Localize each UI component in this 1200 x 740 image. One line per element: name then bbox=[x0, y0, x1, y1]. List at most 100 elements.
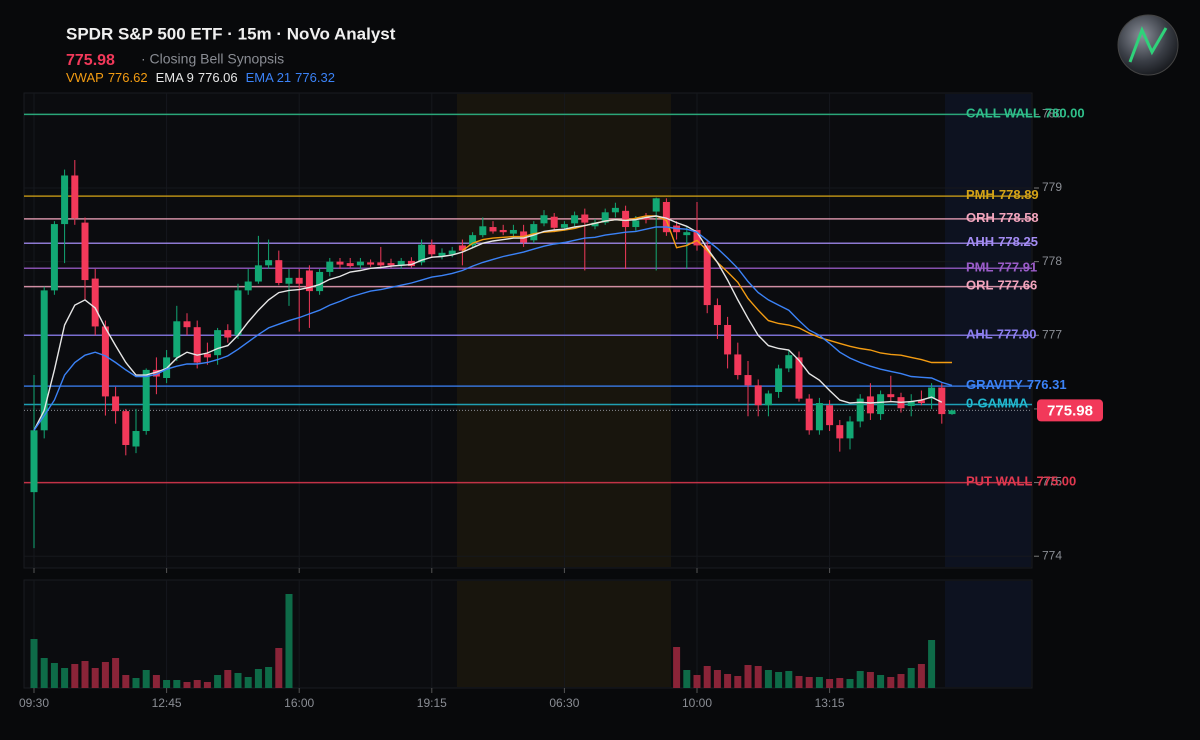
y-tick-label: 780 bbox=[1042, 107, 1062, 121]
legend-name: EMA 21 bbox=[246, 70, 292, 85]
candle-body bbox=[662, 201, 670, 233]
candle-body bbox=[346, 263, 354, 267]
volume-bar bbox=[173, 680, 181, 688]
candle-body bbox=[571, 215, 579, 224]
volume-bar bbox=[693, 675, 701, 688]
volume-bar bbox=[183, 682, 191, 688]
volume-bar bbox=[163, 680, 171, 688]
legend-value: 776.62 bbox=[108, 70, 148, 85]
candle-body bbox=[122, 411, 130, 446]
volume-bar bbox=[744, 665, 752, 688]
legend-name: EMA 9 bbox=[156, 70, 194, 85]
volume-bar bbox=[775, 672, 783, 688]
candle-body bbox=[550, 216, 558, 228]
candle-body bbox=[377, 262, 385, 266]
volume-bar bbox=[132, 678, 140, 688]
candle-body bbox=[866, 396, 874, 414]
candle-body bbox=[540, 215, 548, 224]
volume-bar bbox=[836, 678, 844, 688]
volume-bar bbox=[50, 663, 58, 688]
y-tick-label: 779 bbox=[1042, 180, 1062, 194]
candle-body bbox=[744, 375, 752, 386]
level-label: PML 777.91 bbox=[966, 260, 1037, 275]
volume-bar bbox=[244, 677, 252, 688]
candle-body bbox=[254, 265, 262, 282]
candle-body bbox=[805, 398, 813, 431]
volume-bar bbox=[887, 677, 895, 688]
candle-body bbox=[295, 277, 303, 284]
candle-body bbox=[356, 261, 364, 266]
level-label: ORH 778.58 bbox=[966, 210, 1039, 225]
volume-bar bbox=[71, 664, 79, 688]
candle-body bbox=[622, 210, 630, 228]
candle-body bbox=[142, 369, 150, 432]
volume-bar bbox=[856, 671, 864, 688]
candle-body bbox=[244, 281, 252, 291]
candle-body bbox=[152, 369, 160, 377]
x-tick-label: 06:30 bbox=[549, 696, 579, 710]
level-value: 778.25 bbox=[998, 235, 1038, 250]
level-name: PMH bbox=[966, 188, 995, 203]
indicator-line bbox=[33, 215, 943, 431]
volume-bar bbox=[275, 648, 283, 688]
candle-body bbox=[30, 430, 38, 493]
level-label: PMH 778.89 bbox=[966, 188, 1039, 203]
candle-body bbox=[887, 394, 895, 398]
legend-value: 776.06 bbox=[198, 70, 238, 85]
candle-body bbox=[458, 245, 466, 251]
volume-bar bbox=[877, 675, 885, 688]
candle-body bbox=[795, 357, 803, 399]
legend-item: VWAP 776.62 bbox=[66, 70, 148, 85]
candle-body bbox=[724, 324, 732, 355]
candle-body bbox=[775, 368, 783, 392]
indicator-line bbox=[33, 226, 953, 431]
candle-body bbox=[836, 425, 844, 439]
candle-body bbox=[367, 262, 375, 265]
candle-body bbox=[581, 214, 589, 223]
candle-body bbox=[713, 305, 721, 325]
volume-bar bbox=[61, 668, 69, 688]
volume-bar bbox=[897, 674, 905, 688]
candle-body bbox=[856, 398, 864, 422]
y-tick-label: 777 bbox=[1042, 327, 1062, 341]
candle-body bbox=[81, 222, 89, 281]
level-label: ORL 777.66 bbox=[966, 278, 1037, 293]
candle-body bbox=[693, 229, 701, 246]
volume-bar bbox=[142, 670, 150, 688]
volume-bar bbox=[81, 661, 89, 688]
volume-bar bbox=[254, 669, 262, 688]
volume-bar bbox=[122, 675, 130, 688]
candle-body bbox=[224, 330, 232, 338]
candle-body bbox=[61, 175, 69, 225]
candle-body bbox=[877, 394, 885, 415]
level-name: GRAVITY bbox=[966, 378, 1023, 393]
level-name: AHH bbox=[966, 235, 994, 250]
legend-value: 776.32 bbox=[295, 70, 335, 85]
candle-body bbox=[71, 175, 79, 219]
level-name: CALL WALL bbox=[966, 106, 1041, 121]
candle-body bbox=[642, 217, 650, 220]
plot: 77477577677777877978009:3012:4516:0019:1… bbox=[19, 93, 1103, 710]
volume-bar bbox=[40, 658, 48, 688]
candle-body bbox=[530, 224, 538, 241]
level-value: 777.66 bbox=[997, 278, 1037, 293]
candle-body bbox=[285, 277, 293, 284]
x-tick-label: 16:00 bbox=[284, 696, 314, 710]
volume-bar bbox=[214, 675, 222, 688]
volume-bar bbox=[928, 640, 936, 688]
candle-body bbox=[91, 278, 99, 327]
volume-bar bbox=[734, 676, 742, 688]
volume-bar bbox=[101, 662, 109, 688]
candle-body bbox=[917, 400, 925, 404]
last-price: 775.98 bbox=[66, 52, 115, 69]
candle-body bbox=[428, 244, 436, 255]
level-name: PML bbox=[966, 260, 994, 275]
candle-body bbox=[193, 327, 201, 363]
candle-body bbox=[652, 198, 660, 212]
candle-body bbox=[754, 385, 762, 406]
candle-body bbox=[387, 263, 395, 266]
candle-body bbox=[173, 321, 181, 358]
level-value: 777.00 bbox=[997, 327, 1037, 342]
candle-body bbox=[489, 227, 497, 232]
